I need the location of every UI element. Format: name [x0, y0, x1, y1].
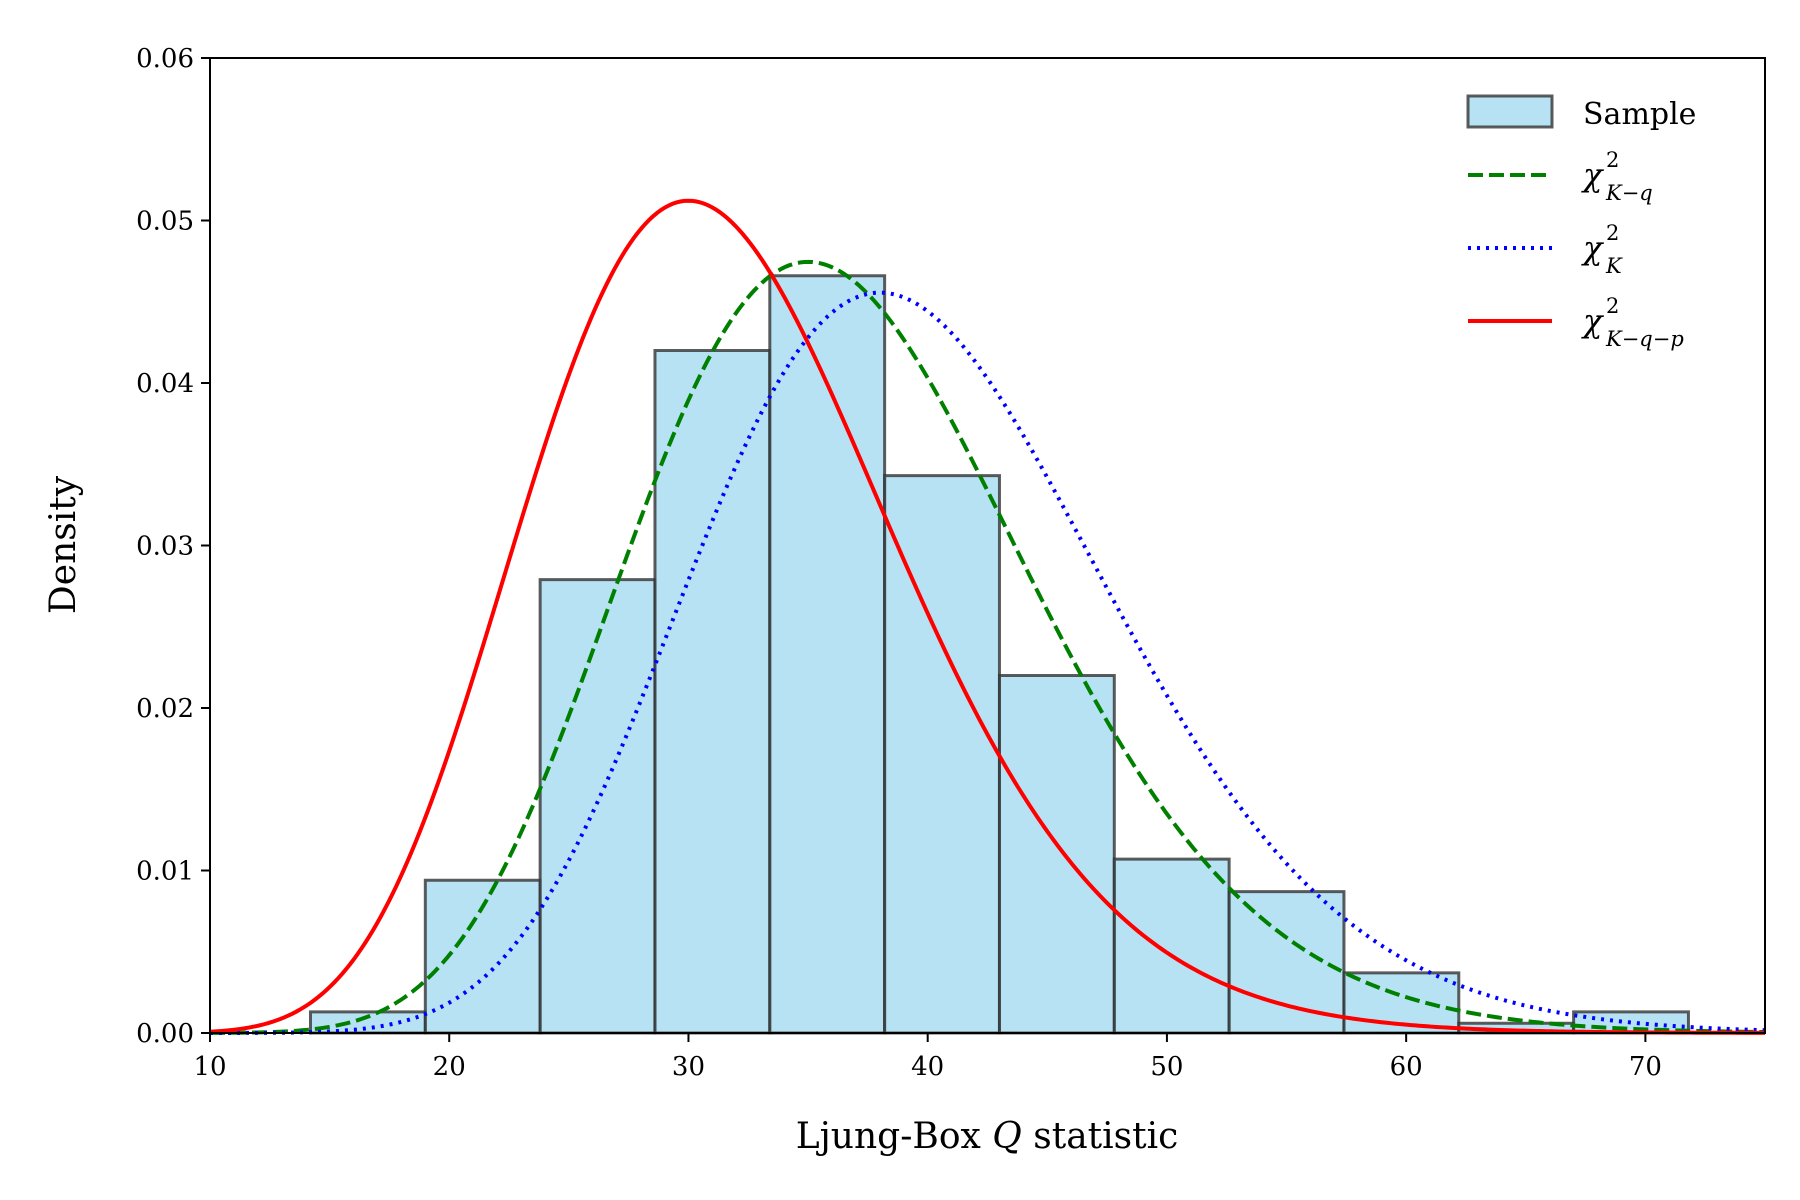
- histogram-bar: [768, 274, 887, 1035]
- x-axis-ticks: 10 20 30 40 50 60 70: [193, 1033, 1662, 1082]
- histogram-bar: [997, 674, 1116, 1035]
- svg-text:χ: χ: [1581, 229, 1604, 267]
- histogram-bar: [883, 474, 1001, 1035]
- legend-label-chi2-k-q: χ 2 K−q: [1581, 148, 1653, 205]
- legend: Sample χ 2 K−q χ 2 K χ 2 K−q−p: [1466, 94, 1696, 351]
- x-tick-label: 60: [1390, 1052, 1423, 1082]
- x-tick-label: 40: [911, 1052, 944, 1082]
- y-tick-label: 0.04: [136, 369, 194, 399]
- histogram-bar: [1572, 1010, 1690, 1035]
- y-tick-label: 0.03: [136, 532, 194, 562]
- x-tick-label: 70: [1629, 1052, 1662, 1082]
- y-axis-ticks: 0.00 0.01 0.02 0.03 0.04 0.05 0.06: [136, 44, 210, 1049]
- svg-text:χ: χ: [1581, 302, 1604, 340]
- histogram-bars: [308, 274, 1690, 1035]
- histogram-bar: [1227, 890, 1346, 1035]
- legend-label-chi2-k-q-p: χ 2 K−q−p: [1581, 294, 1684, 351]
- svg-text:K−q: K−q: [1605, 181, 1653, 205]
- density-curves: [209, 198, 1766, 1035]
- y-tick-label: 0.05: [136, 207, 194, 237]
- svg-text:2: 2: [1606, 148, 1619, 172]
- svg-text:K−q−p: K−q−p: [1605, 327, 1684, 351]
- y-axis-title: Density: [43, 475, 84, 614]
- legend-swatch-sample: [1466, 94, 1554, 129]
- svg-text:2: 2: [1606, 221, 1619, 245]
- histogram-bar: [1112, 857, 1231, 1035]
- histogram-bar: [653, 349, 772, 1035]
- y-tick-label: 0.06: [136, 44, 194, 74]
- x-tick-label: 20: [433, 1052, 466, 1082]
- x-tick-label: 30: [672, 1052, 705, 1082]
- curve-chi2-k-q: [209, 259, 1766, 1035]
- curve-chi2-k-q-p: [209, 198, 1766, 1035]
- x-axis-title: Ljung-Box Q statistic: [796, 1116, 1179, 1157]
- curve-chi2-k: [210, 290, 1766, 1035]
- legend-label-chi2-k: χ 2 K: [1581, 221, 1623, 278]
- y-tick-label: 0.00: [136, 1019, 194, 1049]
- y-tick-label: 0.01: [136, 857, 194, 887]
- x-tick-label: 50: [1150, 1052, 1183, 1082]
- svg-text:K: K: [1605, 254, 1623, 278]
- histogram-bar: [538, 578, 657, 1035]
- x-tick-label: 10: [193, 1052, 226, 1082]
- svg-text:2: 2: [1606, 294, 1619, 318]
- legend-label-sample: Sample: [1583, 97, 1696, 132]
- y-tick-label: 0.02: [136, 694, 194, 724]
- svg-text:χ: χ: [1581, 156, 1604, 194]
